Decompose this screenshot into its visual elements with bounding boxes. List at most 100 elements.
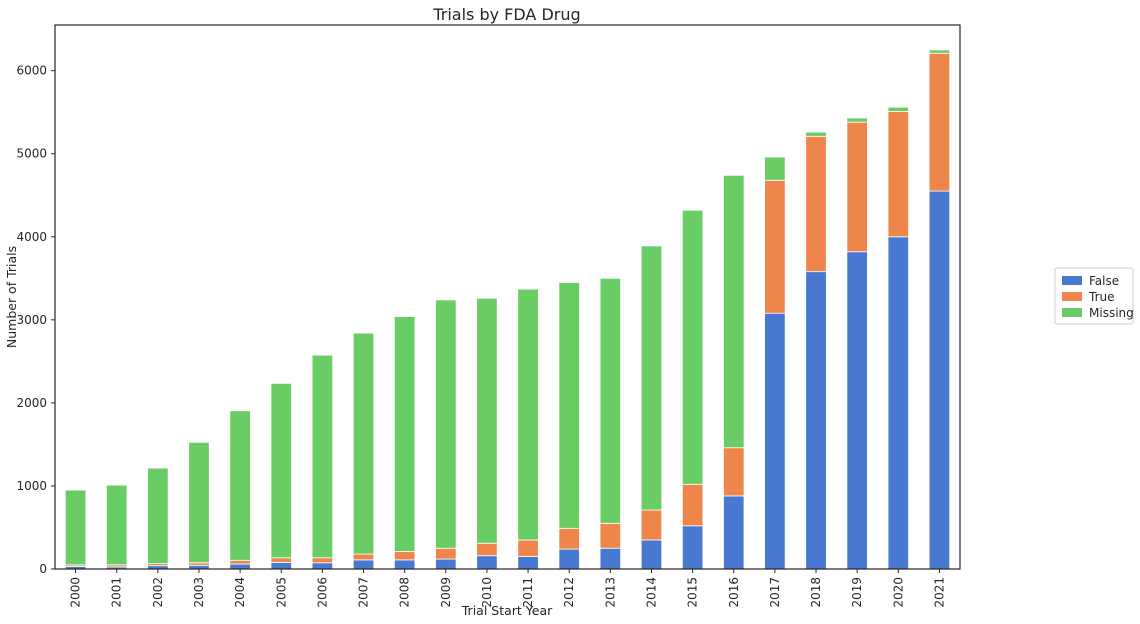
y-tick-label: 4000 bbox=[16, 230, 47, 244]
bar-true-2019 bbox=[846, 121, 868, 253]
bars-group bbox=[64, 49, 951, 570]
bar-true-2014 bbox=[640, 509, 663, 541]
legend-swatch-true bbox=[1062, 292, 1082, 301]
bar-false-2005 bbox=[270, 561, 292, 570]
bar-false-2012 bbox=[558, 548, 580, 570]
plot-frame bbox=[54, 24, 961, 570]
bar-missing-2013 bbox=[599, 277, 622, 524]
x-tick-label: 2003 bbox=[192, 577, 206, 608]
bar-false-2008 bbox=[393, 559, 416, 570]
bar-true-2008 bbox=[393, 551, 416, 561]
bar-false-2014 bbox=[640, 539, 663, 570]
chart-title: Trials by FDA Drug bbox=[432, 5, 580, 24]
bar-false-2020 bbox=[887, 236, 909, 570]
bar-true-2015 bbox=[681, 483, 704, 527]
bar-missing-2004 bbox=[229, 410, 251, 561]
bar-false-2019 bbox=[846, 251, 868, 570]
x-axis-ticks: 2000 2001 2002 2003 2004 2005 2006 2007 2008 2009… bbox=[69, 569, 946, 608]
bar-missing-2016 bbox=[723, 174, 745, 449]
x-tick-label: 2005 bbox=[274, 577, 288, 608]
x-tick-label: 2011 bbox=[521, 577, 535, 608]
x-axis-label: Trial Start Year bbox=[461, 603, 553, 618]
bar-missing-2020 bbox=[887, 106, 909, 112]
x-tick-label: 2021 bbox=[932, 577, 946, 608]
x-tick-label: 2006 bbox=[315, 577, 329, 608]
bar-true-2017 bbox=[764, 179, 786, 314]
bar-missing-2010 bbox=[476, 297, 498, 544]
bar-true-2005 bbox=[270, 557, 292, 563]
bar-missing-2015 bbox=[681, 209, 704, 485]
bar-true-2010 bbox=[476, 542, 498, 557]
bar-false-2011 bbox=[517, 556, 539, 570]
bar-missing-2002 bbox=[147, 467, 169, 565]
bar-false-2016 bbox=[723, 495, 745, 570]
bar-missing-2008 bbox=[393, 316, 416, 552]
x-tick-label: 2002 bbox=[151, 577, 165, 608]
bar-missing-2001 bbox=[106, 484, 128, 566]
y-tick-label: 0 bbox=[39, 562, 47, 576]
bar-true-2018 bbox=[805, 135, 827, 273]
bar-false-2015 bbox=[681, 525, 704, 570]
x-tick-label: 2020 bbox=[891, 577, 905, 608]
bar-missing-2009 bbox=[435, 299, 457, 549]
bar-true-2016 bbox=[723, 447, 745, 497]
y-tick-label: 5000 bbox=[16, 147, 47, 161]
bar-missing-2014 bbox=[640, 245, 663, 511]
bar-missing-2011 bbox=[517, 288, 539, 541]
bar-true-2021 bbox=[928, 52, 951, 192]
y-axis-ticks: 0 1000 2000 3000 4000 5000 6000 bbox=[16, 64, 55, 576]
y-tick-label: 6000 bbox=[16, 64, 47, 78]
bar-false-2017 bbox=[764, 312, 786, 570]
bar-missing-2012 bbox=[558, 282, 580, 529]
x-tick-label: 2017 bbox=[768, 577, 782, 608]
bar-missing-2000 bbox=[64, 489, 87, 566]
bar-true-2013 bbox=[599, 522, 622, 549]
bar-true-2006 bbox=[311, 557, 334, 564]
bar-false-2010 bbox=[476, 555, 498, 570]
bar-missing-2005 bbox=[270, 382, 292, 559]
x-tick-label: 2015 bbox=[686, 577, 700, 608]
bar-missing-2006 bbox=[311, 354, 334, 559]
legend-swatch-missing bbox=[1062, 308, 1082, 317]
x-tick-label: 2019 bbox=[850, 577, 864, 608]
bar-false-2021 bbox=[928, 190, 951, 570]
y-tick-label: 3000 bbox=[16, 313, 47, 327]
legend-label-missing: Missing bbox=[1089, 306, 1134, 320]
legend: False True Missing bbox=[1054, 267, 1134, 325]
x-tick-label: 2016 bbox=[727, 577, 741, 608]
y-axis-label: Number of Trials bbox=[4, 246, 19, 348]
bar-missing-2019 bbox=[846, 117, 868, 123]
bar-false-2018 bbox=[805, 271, 827, 570]
x-tick-label: 2018 bbox=[809, 577, 823, 608]
bar-missing-2007 bbox=[352, 332, 375, 555]
x-tick-label: 2007 bbox=[357, 577, 371, 608]
bar-false-2004 bbox=[229, 563, 251, 570]
bar-true-2011 bbox=[517, 539, 539, 557]
x-tick-label: 2013 bbox=[603, 577, 617, 608]
bar-true-2007 bbox=[352, 553, 375, 561]
x-tick-label: 2001 bbox=[110, 577, 124, 608]
bar-true-2020 bbox=[887, 110, 909, 238]
bar-false-2006 bbox=[311, 562, 334, 570]
x-tick-label: 2009 bbox=[439, 577, 453, 608]
bar-false-2009 bbox=[435, 558, 457, 570]
x-tick-label: 2004 bbox=[233, 577, 247, 608]
x-tick-label: 2014 bbox=[644, 577, 658, 608]
bar-missing-2021 bbox=[928, 49, 951, 54]
bar-missing-2003 bbox=[188, 441, 210, 564]
legend-label-true: True bbox=[1088, 290, 1115, 304]
x-tick-label: 2010 bbox=[480, 577, 494, 608]
legend-label-false: False bbox=[1089, 274, 1119, 288]
x-tick-label: 2008 bbox=[398, 577, 412, 608]
x-tick-label: 2012 bbox=[562, 577, 576, 608]
bar-false-2013 bbox=[599, 547, 622, 570]
y-tick-label: 1000 bbox=[16, 479, 47, 493]
bar-missing-2018 bbox=[805, 131, 827, 137]
bar-missing-2017 bbox=[764, 156, 786, 181]
legend-swatch-false bbox=[1062, 276, 1082, 285]
bar-false-2007 bbox=[352, 559, 375, 570]
bar-true-2012 bbox=[558, 527, 580, 550]
x-tick-label: 2000 bbox=[69, 577, 83, 608]
bar-true-2009 bbox=[435, 547, 457, 560]
